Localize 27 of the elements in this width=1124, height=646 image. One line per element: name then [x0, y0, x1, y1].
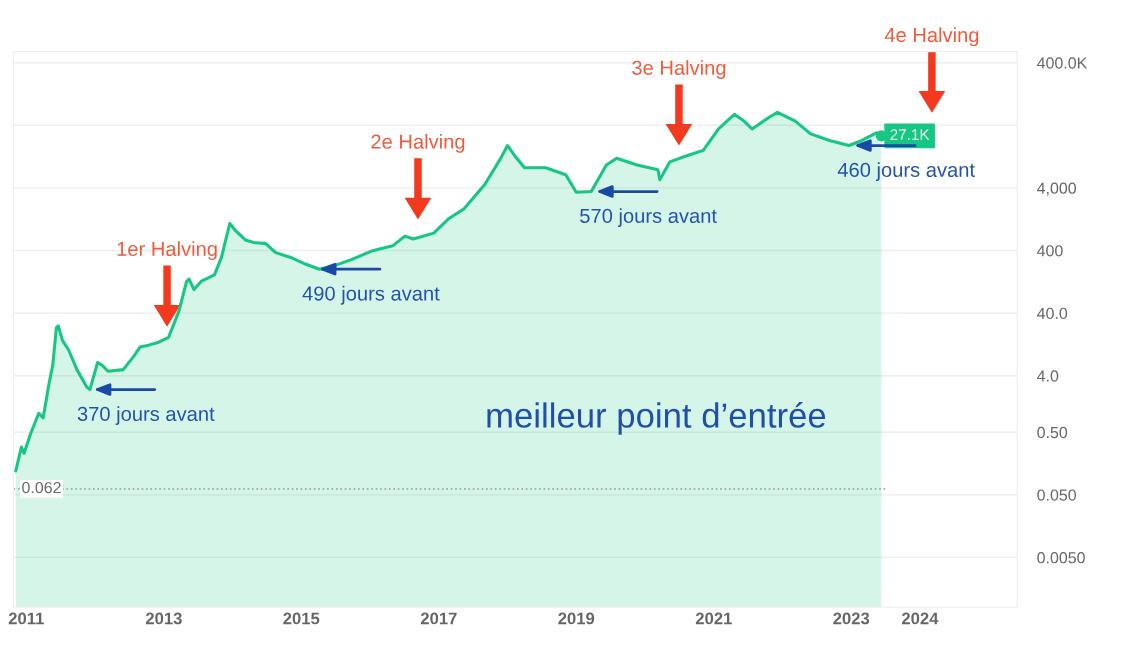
ref-line-label: 0.062: [22, 481, 61, 494]
x-tick-label: 2017: [420, 612, 457, 625]
annotation: 370 jours avant: [77, 406, 215, 426]
x-tick-label: 2011: [8, 612, 44, 625]
x-tick-label: 2015: [283, 612, 320, 625]
data-label: 27.1K: [890, 129, 930, 140]
y-tick-label: 0.0050: [1037, 552, 1085, 564]
x-tick-label: 2013: [145, 612, 182, 625]
y-tick-label: 400: [1037, 245, 1063, 257]
annotation: 3e Halving: [632, 60, 726, 79]
x-tick-label: 2019: [558, 612, 595, 625]
annotation: 1er Halving: [117, 241, 217, 261]
y-tick-label: 4.0: [1037, 370, 1059, 382]
x-tick-label: 2024: [901, 612, 939, 625]
y-tick-label: 400.0K: [1037, 57, 1088, 69]
annotation: meilleur point d’entrée: [487, 401, 826, 435]
y-tick-label: 0.050: [1037, 489, 1077, 501]
y-tick-label: 4,000: [1037, 182, 1077, 196]
y-tick-label: 40.0: [1037, 307, 1068, 320]
annotation: 460 jours avant: [837, 162, 975, 181]
annotation: 490 jours avant: [302, 285, 440, 305]
annotation: 2e Halving: [371, 134, 465, 153]
text: 4e Halving: [884, 27, 979, 47]
x-tick-label: 2023: [833, 612, 870, 625]
annotation: 570 jours avant: [580, 208, 717, 227]
x-tick-label: 2021: [695, 612, 732, 625]
y-tick-label: 0.50: [1037, 426, 1068, 439]
